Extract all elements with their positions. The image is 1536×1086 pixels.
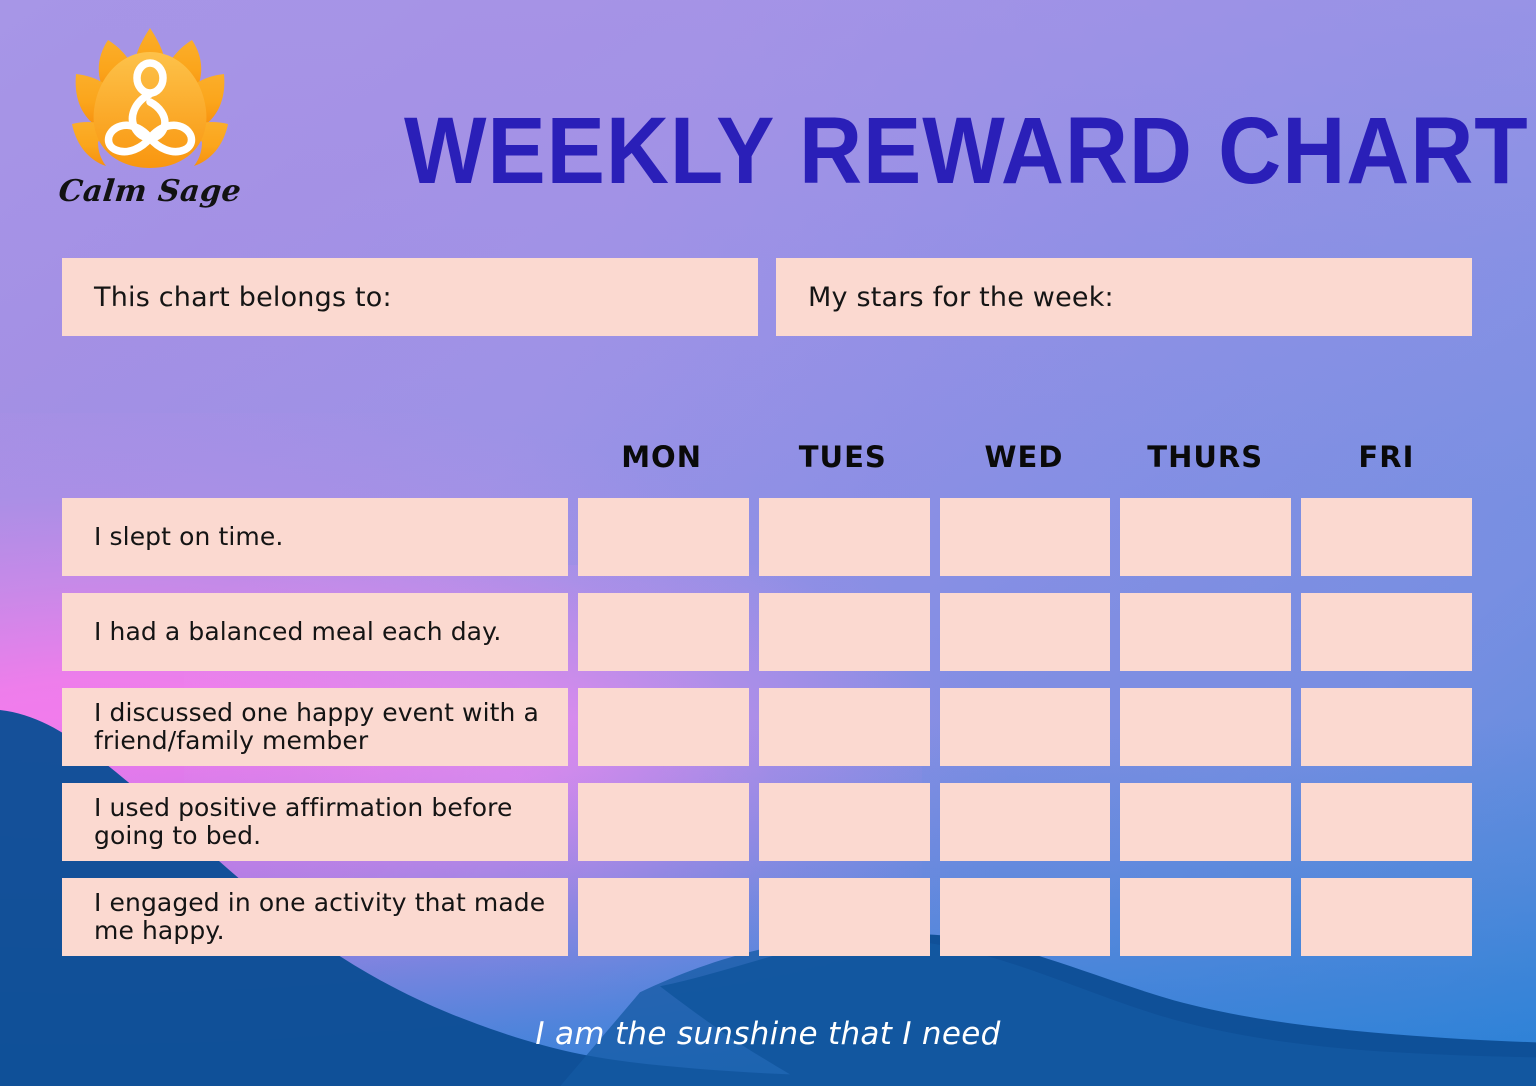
task-label-cell: I engaged in one activity that made me h… xyxy=(62,878,568,956)
check-cell-row4-wed[interactable] xyxy=(939,783,1111,861)
check-cell-row3-mon[interactable] xyxy=(578,688,749,766)
check-cell-row1-wed[interactable] xyxy=(939,498,1111,576)
brand-logo: Calm Sage xyxy=(52,26,248,226)
check-cell-row2-thurs[interactable] xyxy=(1120,593,1292,671)
check-cell-row1-thurs[interactable] xyxy=(1120,498,1292,576)
reward-grid: I slept on time. I had a balanced meal e… xyxy=(62,498,1472,956)
day-header-wed: WED xyxy=(984,440,1064,474)
mountain-silhouette xyxy=(0,709,1536,1086)
check-cell-row2-fri[interactable] xyxy=(1301,593,1472,671)
chart-owner-field[interactable]: This chart belongs to: xyxy=(62,258,758,336)
affirmation-footer: I am the sunshine that I need xyxy=(535,1016,1001,1052)
check-cell-row4-tues[interactable] xyxy=(758,783,930,861)
task-text: I had a balanced meal each day. xyxy=(94,617,502,646)
check-cell-row1-fri[interactable] xyxy=(1301,498,1472,576)
check-cell-row4-mon[interactable] xyxy=(578,783,749,861)
check-cell-row3-thurs[interactable] xyxy=(1120,688,1292,766)
check-cell-row5-tues[interactable] xyxy=(758,878,930,956)
check-cell-row2-wed[interactable] xyxy=(939,593,1111,671)
check-cell-row4-fri[interactable] xyxy=(1301,783,1472,861)
check-cell-row5-fri[interactable] xyxy=(1301,878,1472,956)
weekly-stars-field[interactable]: My stars for the week: xyxy=(776,258,1472,336)
day-header-mon: MON xyxy=(621,440,702,474)
check-cell-row2-mon[interactable] xyxy=(578,593,749,671)
check-cell-row3-fri[interactable] xyxy=(1301,688,1472,766)
task-label-cell: I discussed one happy event with a frien… xyxy=(62,688,568,766)
day-header-thurs: THURS xyxy=(1147,440,1264,474)
task-label-cell: I had a balanced meal each day. xyxy=(62,593,568,671)
page-title: WEEKLY REWARD CHART xyxy=(404,98,1529,204)
check-cell-row5-thurs[interactable] xyxy=(1120,878,1292,956)
check-cell-row5-wed[interactable] xyxy=(939,878,1111,956)
check-cell-row3-tues[interactable] xyxy=(758,688,930,766)
chart-owner-label: This chart belongs to: xyxy=(94,281,392,313)
check-cell-row1-mon[interactable] xyxy=(578,498,749,576)
day-header-tues: TUES xyxy=(798,440,887,474)
task-label-cell: I used positive affirmation before going… xyxy=(62,783,568,861)
task-text: I discussed one happy event with a frien… xyxy=(94,698,539,755)
check-cell-row4-thurs[interactable] xyxy=(1120,783,1292,861)
check-cell-row1-tues[interactable] xyxy=(758,498,930,576)
task-text: I engaged in one activity that made me h… xyxy=(94,888,546,945)
check-cell-row2-tues[interactable] xyxy=(758,593,930,671)
brand-name: Calm Sage xyxy=(56,174,244,209)
day-header-fri: FRI xyxy=(1358,440,1415,474)
task-text: I used positive affirmation before going… xyxy=(94,793,513,850)
task-label-cell: I slept on time. xyxy=(62,498,568,576)
weekly-stars-label: My stars for the week: xyxy=(808,281,1114,313)
task-text: I slept on time. xyxy=(94,522,284,551)
check-cell-row5-mon[interactable] xyxy=(578,878,749,956)
check-cell-row3-wed[interactable] xyxy=(939,688,1111,766)
lotus-meditation-icon xyxy=(72,28,228,168)
day-headers-row: MON TUES WED THURS FRI xyxy=(576,440,1472,474)
